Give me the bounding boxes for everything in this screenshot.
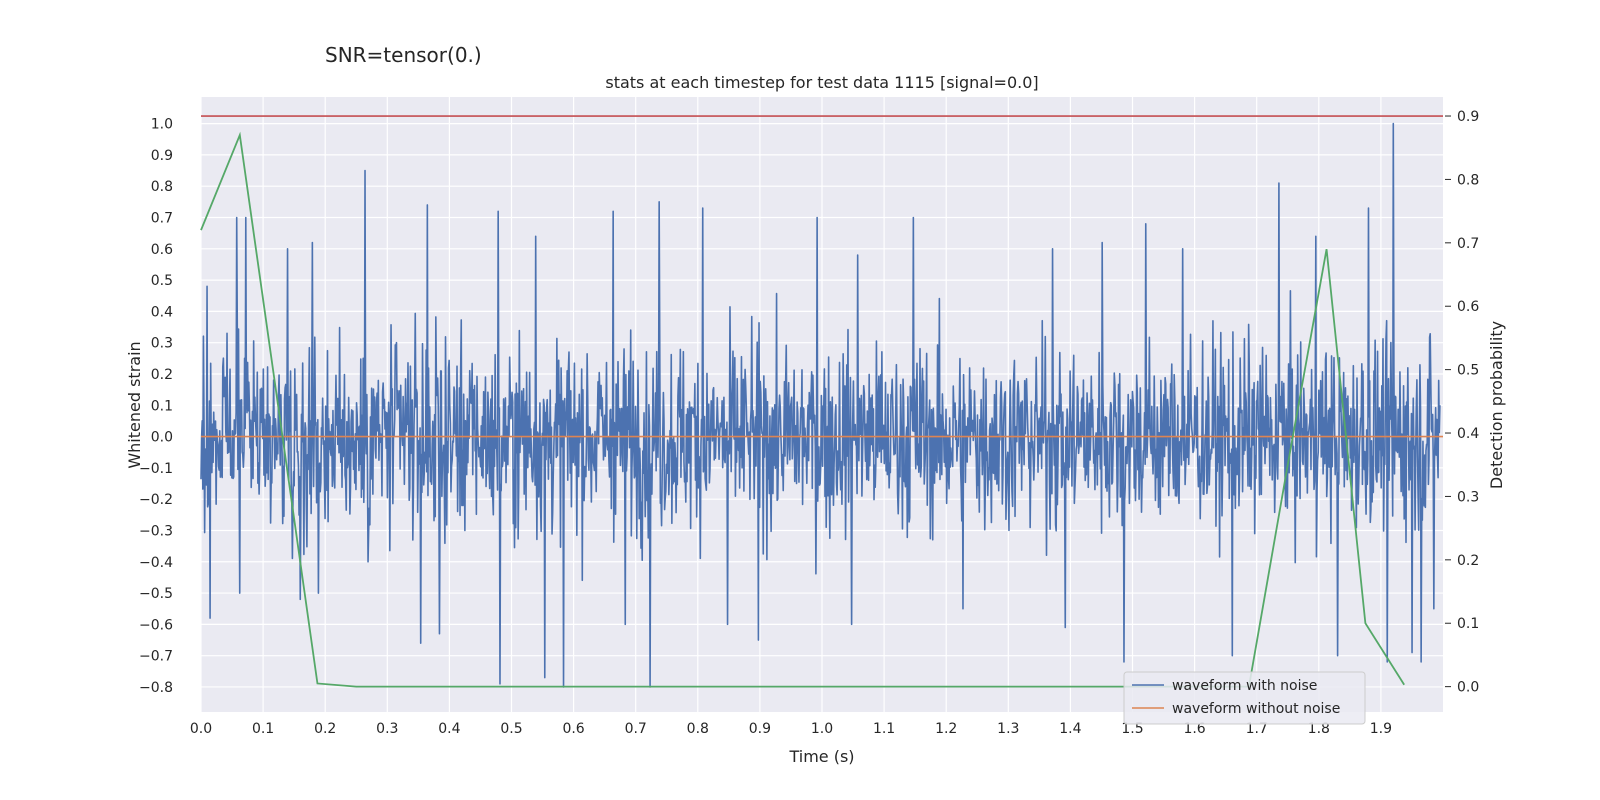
x-tick-label: 0.5 (500, 721, 522, 737)
y2-tick-label: 0.9 (1457, 109, 1479, 125)
y-tick-label: 0.4 (151, 304, 173, 320)
y-tick-label: −0.8 (139, 680, 173, 696)
y-tick-label: 0.7 (151, 210, 173, 226)
y-tick-label: −0.6 (139, 617, 173, 633)
x-tick-label: 1.0 (811, 721, 833, 737)
x-tick-label: 1.2 (935, 721, 957, 737)
y2-tick-label: 0.8 (1457, 172, 1479, 188)
y2-tick-label: 0.1 (1457, 616, 1479, 632)
y2-tick-label: 0.3 (1457, 489, 1479, 505)
x-tick-label: 0.2 (314, 721, 336, 737)
y-tick-label: −0.4 (139, 555, 173, 571)
legend-box (1123, 671, 1366, 725)
y-tick-label: 0.5 (151, 273, 173, 289)
x-tick-label: 1.3 (997, 721, 1019, 737)
y-axis-label: Whitened strain (125, 341, 144, 468)
x-tick-label: 0.1 (252, 721, 274, 737)
x-tick-label: 0.4 (438, 721, 460, 737)
y-tick-label: −0.3 (139, 523, 173, 539)
y2-tick-label: 0.6 (1457, 299, 1479, 315)
x-tick-label: 1.6 (1183, 721, 1205, 737)
x-tick-label: 1.9 (1370, 721, 1392, 737)
y-tick-label: 0.9 (151, 148, 173, 164)
y-tick-label: −0.7 (139, 649, 173, 665)
x-tick-label: 0.9 (749, 721, 771, 737)
x-axis-label: Time (s) (788, 747, 854, 766)
x-tick-label: 1.4 (1059, 721, 1081, 737)
ticks: 0.0 0.1 0.2 0.3 0.4 0.5 0.6 0.7 0.8 0.9 1.0 1.1 1.2 1… (139, 109, 1479, 737)
x-tick-label: 0.0 (190, 721, 212, 737)
chart-title: stats at each timestep for test data 111… (605, 73, 1038, 92)
x-tick-label: 1.5 (1121, 721, 1143, 737)
y2-axis-label: Detection probability (1487, 321, 1506, 489)
y-tick-label: 0.6 (151, 242, 173, 258)
y2-tick-label: 0.4 (1457, 426, 1479, 442)
x-tick-label: 1.8 (1308, 721, 1330, 737)
y2-tick-label: 0.2 (1457, 553, 1479, 569)
series-waveform-with-noise (200, 122, 1441, 688)
y-tick-label: −0.1 (139, 461, 173, 477)
legend: waveform with noise waveform without noi… (1123, 671, 1366, 725)
x-tick-label: 0.7 (625, 721, 647, 737)
x-tick-label: 1.7 (1246, 721, 1268, 737)
y-tick-label: 0.2 (151, 367, 173, 383)
y-tick-label: −0.5 (139, 586, 173, 602)
chart-suptitle: SNR=tensor(0.) (325, 43, 482, 67)
y-tick-label: 1.0 (151, 117, 173, 133)
x-tick-label: 0.3 (376, 721, 398, 737)
legend-label-noisy: waveform with noise (1172, 678, 1317, 694)
y2-tick-label: 0.5 (1457, 363, 1479, 379)
x-tick-label: 0.8 (687, 721, 709, 737)
y-tick-label: −0.2 (139, 492, 173, 508)
y2-tick-label: 0.0 (1457, 680, 1479, 696)
x-tick-label: 0.6 (562, 721, 584, 737)
y-tick-label: 0.3 (151, 336, 173, 352)
y-tick-label: 0.1 (151, 398, 173, 414)
y-tick-label: 0.8 (151, 179, 173, 195)
y2-tick-label: 0.7 (1457, 236, 1479, 252)
x-tick-label: 1.1 (873, 721, 895, 737)
legend-label-clean: waveform without noise (1172, 701, 1340, 717)
y-tick-label: 0.0 (151, 430, 173, 446)
